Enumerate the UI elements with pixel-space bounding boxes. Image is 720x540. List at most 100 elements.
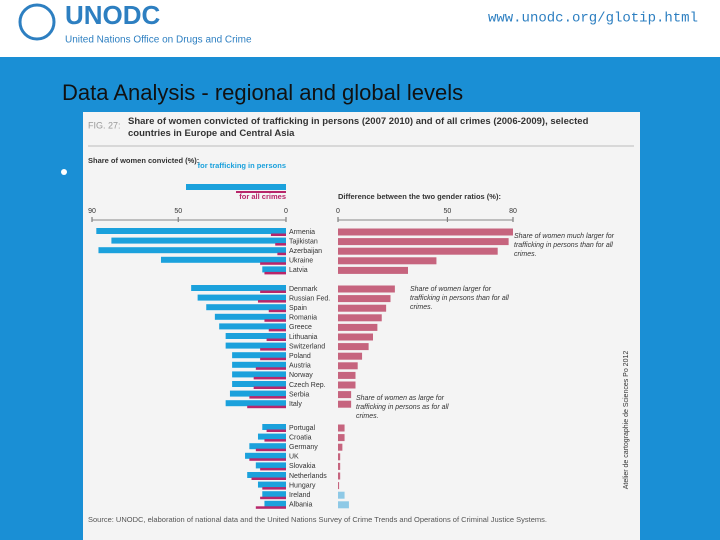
- category-label: Switzerland: [289, 343, 325, 350]
- category-label: Ireland: [289, 492, 311, 499]
- bar: [260, 290, 286, 293]
- annotation: Share of women as large for trafficking …: [356, 395, 449, 420]
- diff-bar: [338, 323, 378, 331]
- bar: [219, 323, 286, 330]
- bar: [232, 381, 286, 387]
- right-axis-label: Difference between the two gender ratios…: [338, 192, 501, 201]
- diff-bar: [338, 228, 513, 236]
- source-box: Source: UNODC, elaboration of national d…: [88, 515, 547, 524]
- x-tick-label: 0: [284, 208, 288, 215]
- category-label: Tajikistan: [289, 238, 318, 245]
- bar: [255, 448, 286, 452]
- category-label: Azerbaijan: [289, 248, 322, 255]
- bar: [260, 357, 286, 361]
- category-label: Denmark: [289, 286, 318, 293]
- bar: [225, 400, 286, 407]
- chart-title: Share of women convicted of trafficking …: [128, 116, 589, 139]
- left-axis-label: Share of women convicted (%):: [88, 156, 199, 165]
- diff-bar: [338, 462, 341, 470]
- category-label: Austria: [289, 363, 311, 370]
- legend-label: for all crimes: [239, 192, 286, 201]
- bar: [255, 506, 286, 509]
- annotation-box: Share of women much larger for trafficki…: [514, 233, 614, 258]
- bar: [98, 247, 286, 254]
- bar: [206, 304, 286, 311]
- category-label: Italy: [289, 401, 302, 408]
- category-label: Slovakia: [289, 463, 316, 470]
- category-label: Poland: [289, 353, 311, 360]
- category-label: Netherlands: [289, 473, 327, 480]
- diff-bar: [338, 343, 369, 351]
- diff-bar: [338, 391, 352, 399]
- category-label: Germany: [289, 444, 318, 451]
- bar: [111, 237, 287, 244]
- legend-label: for trafficking in persons: [198, 161, 286, 170]
- legend-swatch: [186, 184, 286, 190]
- bar: [160, 256, 286, 263]
- x-tick-label: 50: [174, 208, 182, 215]
- diff-bar: [338, 352, 363, 360]
- annotation-box: Share of women larger for trafficking in…: [410, 286, 509, 311]
- category-label: Norway: [289, 372, 313, 379]
- un-emblem: [18, 3, 56, 41]
- bar: [249, 396, 286, 399]
- bar: [249, 458, 286, 461]
- diff-bar: [338, 501, 349, 509]
- category-label: Russian Fed.: [289, 295, 330, 302]
- bar: [268, 328, 286, 332]
- category-label: Ukraine: [289, 258, 313, 265]
- diff-bar: [338, 472, 341, 480]
- bar: [262, 487, 286, 490]
- bar: [96, 228, 286, 234]
- category-label: Hungary: [289, 482, 316, 489]
- diff-bar: [338, 247, 498, 255]
- bar: [247, 405, 286, 409]
- bar: [247, 472, 286, 478]
- category-label: Armenia: [289, 229, 315, 236]
- diff-bar: [338, 400, 352, 408]
- category-label: Romania: [289, 315, 317, 322]
- bar: [257, 433, 286, 440]
- diff-bar: [338, 371, 356, 379]
- bar: [270, 233, 286, 236]
- bar: [268, 309, 286, 313]
- diff-bar: [338, 491, 345, 499]
- diff-bar: [338, 453, 341, 461]
- x2-tick-label: 50: [443, 208, 451, 215]
- bar: [253, 386, 286, 389]
- diff-bar: [338, 482, 340, 490]
- x-tick-label: 90: [88, 208, 96, 215]
- bar: [266, 429, 286, 432]
- bar: [191, 285, 286, 291]
- category-label: Portugal: [289, 425, 316, 432]
- bar: [264, 271, 286, 275]
- bar: [260, 262, 286, 265]
- diff-bar: [338, 285, 395, 293]
- category-label: Serbia: [289, 391, 309, 398]
- source: Source: UNODC, elaboration of national d…: [88, 515, 547, 524]
- bar: [264, 319, 286, 322]
- bar: [262, 266, 286, 273]
- header-bar: [0, 0, 720, 57]
- diff-bar: [338, 295, 391, 303]
- category-label: Greece: [289, 324, 312, 331]
- bar: [245, 452, 286, 459]
- bar: [229, 390, 286, 397]
- diff-bar: [338, 257, 437, 265]
- bar: [260, 467, 286, 471]
- bar: [275, 243, 286, 246]
- bar: [232, 371, 286, 378]
- diff-bar: [338, 443, 343, 451]
- slide-title: Data Analysis - regional and global leve…: [62, 80, 463, 105]
- bar: [255, 462, 286, 469]
- category-label: Latvia: [289, 267, 308, 274]
- diff-bar: [338, 304, 387, 312]
- bar: [255, 367, 286, 370]
- url: www.unodc.org/glotip.html: [488, 11, 698, 27]
- diff-bar: [338, 381, 356, 389]
- bullet: [61, 169, 67, 175]
- annotation: Share of women larger for trafficking in…: [410, 286, 509, 311]
- x2-tick-label: 0: [336, 208, 340, 215]
- bar: [266, 338, 286, 341]
